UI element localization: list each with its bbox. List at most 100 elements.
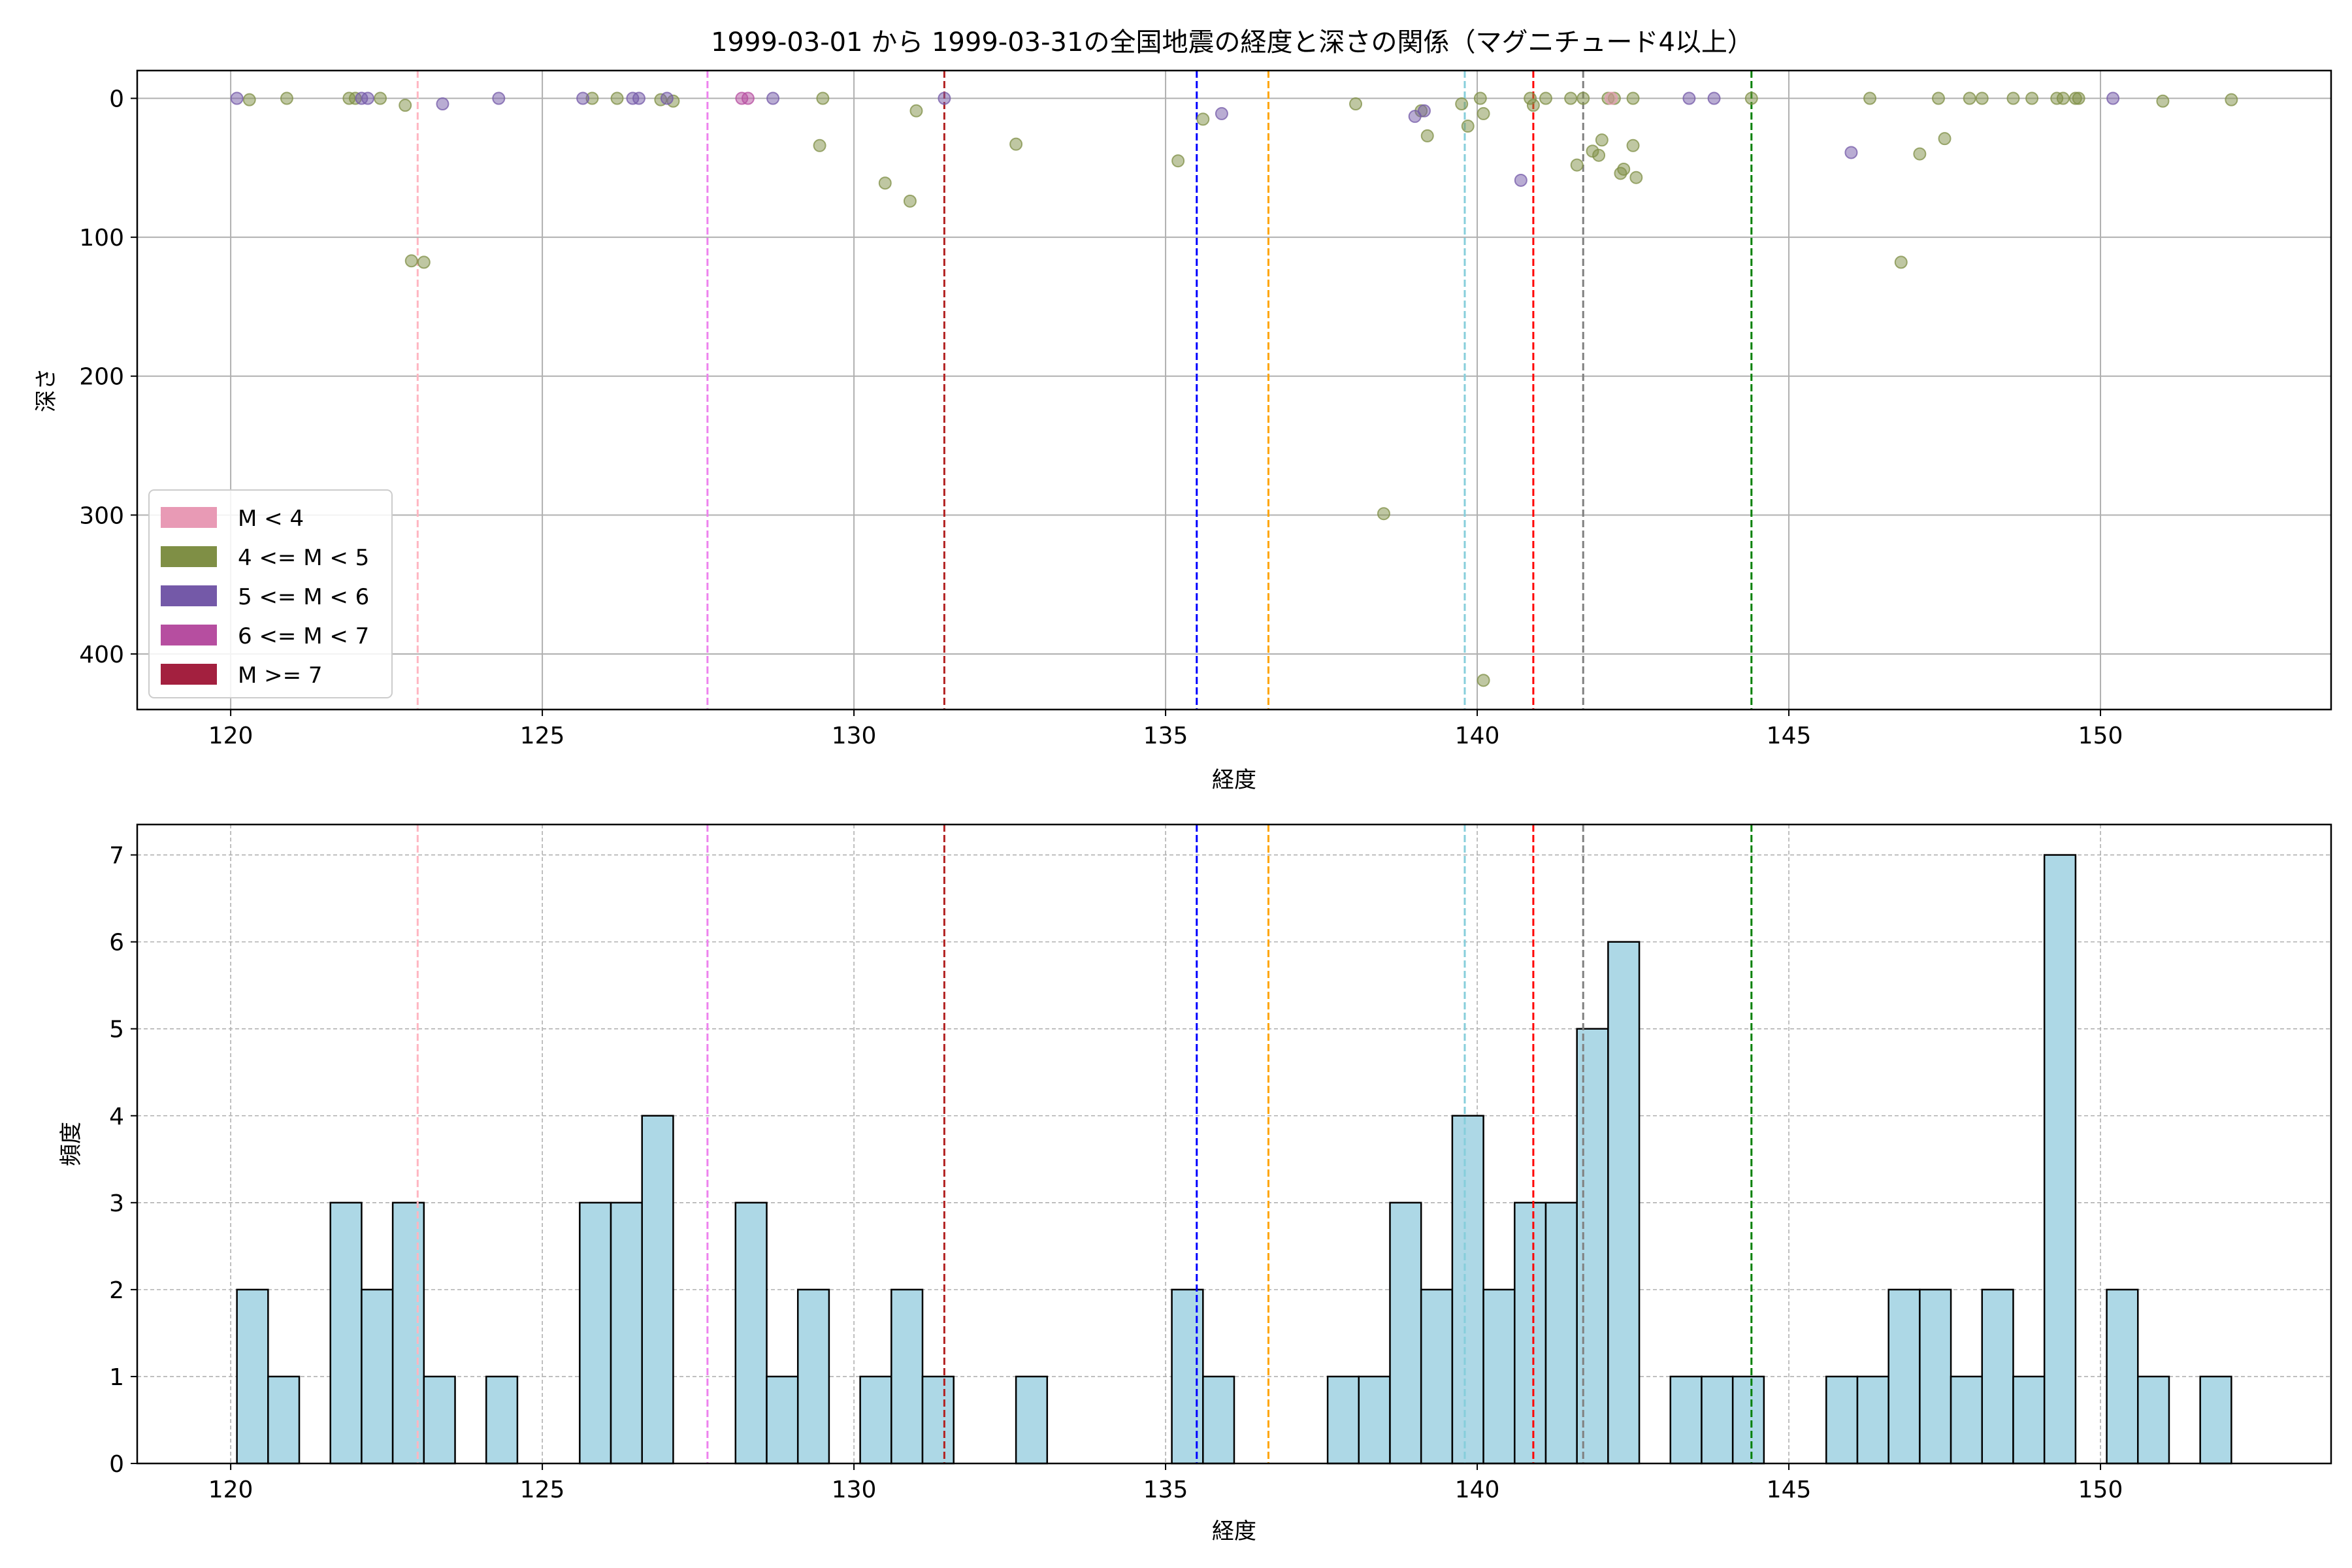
scatter-ticks: 120 125 130 135 140 145 150 0 100 200 300 400 — [79, 86, 2123, 749]
point-4-m-5-26 — [1473, 91, 1487, 105]
point-5-m-6-5 — [576, 91, 590, 105]
point-4-m-5-18 — [1171, 154, 1185, 168]
hist-bar-14 — [890, 1288, 924, 1465]
point-4-m-5-32 — [1564, 91, 1578, 105]
hist-bar-26 — [1544, 1201, 1578, 1465]
scatter-xlabel: 経度 — [1212, 767, 1256, 793]
hist-xtick-label-140: 140 — [1455, 1477, 1500, 1503]
point-4-m-5-1 — [280, 91, 293, 105]
point-4-m-5-60 — [2225, 93, 2238, 106]
legend-swatch-2 — [161, 585, 217, 606]
point-4-m-5-7 — [417, 255, 431, 269]
hist-bar-41 — [2137, 1375, 2170, 1465]
hist-bar-5 — [423, 1375, 456, 1465]
hist-bar-13 — [859, 1375, 892, 1465]
hist-bar-40 — [2106, 1288, 2139, 1465]
point-5-m-6-7 — [632, 91, 645, 105]
point-4-m-5-0 — [242, 93, 256, 106]
hist-bar-20 — [1358, 1375, 1391, 1465]
point-4-m-5-13 — [813, 139, 826, 152]
ytick-label-0: 0 — [109, 86, 124, 113]
point-4-m-5-12 — [816, 91, 830, 105]
legend-label-1: 4 <= M < 5 — [238, 545, 369, 571]
legend-label-4: M >= 7 — [238, 662, 323, 689]
point-4-m-5-59 — [2156, 94, 2170, 108]
scatter-points — [230, 91, 2238, 687]
point-5-m-6-2 — [361, 91, 374, 105]
legend-label-2: 5 <= M < 6 — [238, 584, 369, 610]
hist-ytick-label-3: 3 — [109, 1190, 124, 1217]
hist-bar-9 — [641, 1115, 674, 1465]
point-4-m-5-4 — [374, 91, 387, 105]
point-4-m-5-31 — [1539, 91, 1552, 105]
hist-bar-25 — [1514, 1201, 1547, 1465]
point-4-m-5-49 — [1931, 91, 1945, 105]
point-5-m-6-14 — [1514, 173, 1527, 187]
hist-bar-34 — [1887, 1288, 1921, 1465]
point-4-m-5-30 — [1526, 99, 1540, 112]
point-5-m-6-17 — [1844, 146, 1858, 159]
legend-label-3: 6 <= M < 7 — [238, 623, 369, 649]
hist-bar-21 — [1389, 1201, 1422, 1465]
hist-bar-16 — [1015, 1375, 1049, 1465]
histogram-axes-frame — [136, 823, 2332, 1465]
hist-bar-32 — [1825, 1375, 1859, 1465]
xtick-label-130: 130 — [832, 723, 877, 749]
hist-xtick-label-125: 125 — [520, 1477, 565, 1503]
hist-bar-28 — [1607, 941, 1641, 1465]
hist-bar-6 — [485, 1375, 519, 1465]
hist-bar-1 — [267, 1375, 301, 1465]
point-4-m-5-45 — [1744, 91, 1758, 105]
hist-xtick-label-135: 135 — [1143, 1477, 1188, 1503]
hist-bar-23 — [1451, 1115, 1484, 1465]
hist-bar-19 — [1326, 1375, 1360, 1465]
scatter-reference-lines — [416, 71, 1753, 710]
point-5-m-6-12 — [1408, 110, 1422, 123]
hist-bar-30 — [1701, 1375, 1734, 1465]
hist-bar-33 — [1856, 1375, 1889, 1465]
point-4-m-5-19 — [1196, 112, 1210, 126]
point-4-m-5-46 — [1863, 91, 1877, 105]
point-4-m-5-5 — [399, 99, 412, 112]
hist-bar-42 — [2199, 1375, 2232, 1465]
hist-bar-4 — [391, 1201, 425, 1465]
point-5-m-6-8 — [660, 91, 674, 105]
hist-xtick-label-145: 145 — [1767, 1477, 1812, 1503]
legend-box — [148, 489, 393, 698]
point-4-m-5-36 — [1592, 148, 1606, 162]
hist-bar-37 — [1981, 1288, 2014, 1465]
point-4-m-5-44 — [1629, 171, 1643, 184]
legend-swatch-1 — [161, 546, 217, 567]
point-4-m-5-24 — [1455, 97, 1469, 111]
point-5-m-6-10 — [938, 91, 951, 105]
point-4-m-5-37 — [1595, 133, 1609, 147]
ytick-label-300: 300 — [79, 502, 124, 529]
hist-ytick-label-6: 6 — [109, 930, 124, 956]
hist-bar-22 — [1420, 1288, 1454, 1465]
hist-xtick-label-120: 120 — [208, 1477, 253, 1503]
hist-ytick-label-0: 0 — [109, 1451, 124, 1478]
histogram-reference-lines — [416, 825, 1753, 1463]
ytick-label-200: 200 — [79, 364, 124, 391]
hist-bar-11 — [766, 1375, 799, 1465]
point-4-m-5-33 — [1570, 158, 1584, 172]
xtick-label-120: 120 — [208, 723, 253, 749]
point-4-m-5-41 — [1617, 162, 1631, 176]
scatter-title: 1999-03-01 から 1999-03-31の全国地震の経度と深さの関係（マ… — [711, 27, 1754, 57]
hist-bar-8 — [610, 1201, 643, 1465]
point-5-m-6-16 — [1707, 91, 1721, 105]
point-5-m-6-4 — [492, 91, 506, 105]
xtick-label-135: 135 — [1143, 723, 1188, 749]
point-4-m-5-51 — [1963, 91, 1976, 105]
point-5-m-6-0 — [230, 91, 244, 105]
hist-bar-3 — [361, 1288, 394, 1465]
point-4-m-5-17 — [1009, 137, 1023, 151]
point-4-m-5-25 — [1461, 120, 1475, 133]
legend-label-0: M < 4 — [238, 506, 304, 532]
point-4-m-5-43 — [1626, 139, 1640, 152]
point-5-m-6-15 — [1682, 91, 1696, 105]
point-4-m-5-28 — [1477, 674, 1490, 687]
ytick-label-400: 400 — [79, 642, 124, 668]
hist-bar-2 — [329, 1201, 363, 1465]
point-5-m-6-11 — [1215, 106, 1228, 120]
